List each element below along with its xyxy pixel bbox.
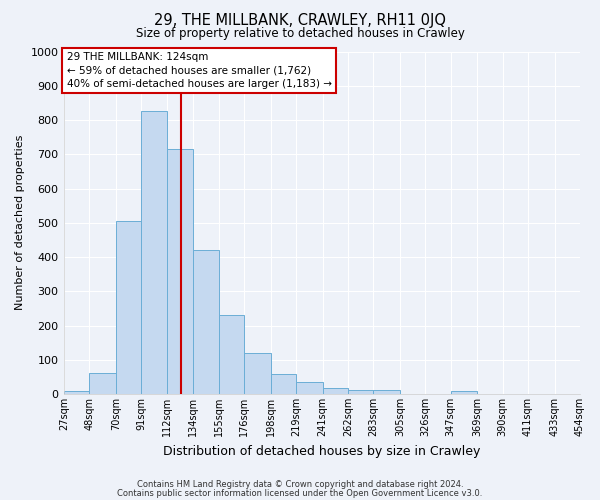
Text: Contains public sector information licensed under the Open Government Licence v3: Contains public sector information licen…	[118, 488, 482, 498]
Bar	[89, 374, 116, 394]
Text: 29, THE MILLBANK, CRAWLEY, RH11 0JQ: 29, THE MILLBANK, CRAWLEY, RH11 0JQ	[154, 12, 446, 28]
Text: Size of property relative to detached houses in Crawley: Size of property relative to detached ho…	[136, 28, 464, 40]
Bar	[271, 374, 296, 394]
Bar	[348, 390, 373, 394]
Bar	[373, 390, 400, 394]
Bar	[142, 112, 167, 394]
Bar	[244, 353, 271, 394]
Bar	[64, 392, 89, 394]
Bar	[219, 315, 244, 394]
Bar	[323, 388, 348, 394]
Bar	[451, 390, 478, 394]
X-axis label: Distribution of detached houses by size in Crawley: Distribution of detached houses by size …	[163, 444, 481, 458]
Y-axis label: Number of detached properties: Number of detached properties	[15, 135, 25, 310]
Text: 29 THE MILLBANK: 124sqm
← 59% of detached houses are smaller (1,762)
40% of semi: 29 THE MILLBANK: 124sqm ← 59% of detache…	[67, 52, 332, 88]
Text: Contains HM Land Registry data © Crown copyright and database right 2024.: Contains HM Land Registry data © Crown c…	[137, 480, 463, 489]
Bar	[296, 382, 323, 394]
Bar	[167, 149, 193, 394]
Bar	[116, 221, 142, 394]
Bar	[193, 250, 219, 394]
